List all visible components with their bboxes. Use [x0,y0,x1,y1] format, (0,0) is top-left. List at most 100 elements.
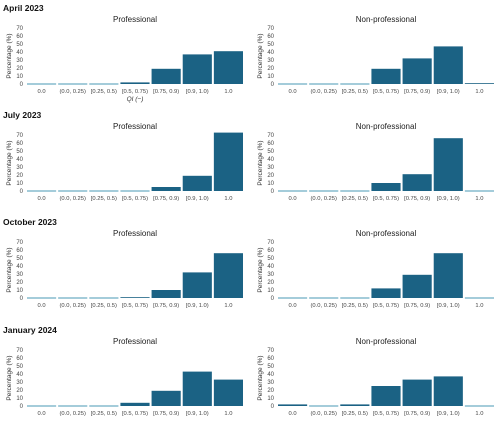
x-tick-label: 1.0 [224,303,232,309]
y-tick-label: 20 [16,388,23,394]
bar [120,297,150,298]
x-tick-label: (0.0, 0.25) [59,303,85,309]
y-tick-label: 50 [267,149,274,155]
x-tick-label: 0.0 [289,411,297,417]
y-tick-label: 70 [16,240,23,246]
bar-zero [340,83,370,85]
x-tick-label: [0.9, 1.0) [186,196,209,202]
x-tick-label: [0.5, 0.75) [122,303,148,309]
x-tick-label: [0.25, 0.5) [91,303,117,309]
panel-title: Non-professional [356,337,417,346]
bar [371,288,401,298]
y-tick-label: 60 [16,248,23,254]
x-tick-label: [0.5, 0.75) [373,411,399,417]
bar [151,68,181,84]
x-tick-label: (0.0, 0.25) [310,411,336,417]
panel-title: Non-professional [356,229,417,238]
y-tick-label: 60 [267,141,274,147]
x-tick-label: [0.25, 0.5) [91,89,117,95]
y-axis-label: Percentage (%) [6,355,13,400]
y-axis-label: Percentage (%) [6,140,13,185]
bar [213,51,243,84]
bar-zero [27,405,57,407]
y-tick-label: 40 [267,157,274,163]
y-tick-label: 70 [16,133,23,139]
bar-zero [89,297,119,299]
y-tick-label: 10 [267,74,274,80]
x-tick-label: (0.0, 0.25) [310,303,336,309]
bar [371,68,401,84]
bar [278,404,308,406]
y-tick-label: 30 [16,380,23,386]
bar-zero [58,297,88,299]
x-tick-label: [0.75, 0.9) [404,89,430,95]
y-tick-label: 40 [16,50,23,56]
bar [433,376,463,406]
bar-zero [309,83,339,85]
y-tick-label: 60 [16,356,23,362]
x-tick-label: [0.9, 1.0) [186,89,209,95]
bar-zero [89,83,119,85]
y-tick-label: 20 [267,66,274,72]
bar [213,132,243,191]
y-tick-label: 40 [267,264,274,270]
x-tick-label: [0.5, 0.75) [122,196,148,202]
y-tick-label: 60 [267,34,274,40]
period-title: October 2023 [3,217,57,227]
x-tick-label: [0.9, 1.0) [437,89,460,95]
y-tick-label: 70 [267,133,274,139]
period-title: July 2023 [3,110,42,120]
y-tick-label: 50 [16,256,23,262]
y-tick-label: 10 [16,396,23,402]
y-axis-label: Percentage (%) [257,33,264,78]
bar-zero [27,83,57,85]
panel-title: Non-professional [356,122,417,131]
bar [340,404,370,406]
x-tick-label: [0.25, 0.5) [91,411,117,417]
x-tick-label: (0.0, 0.25) [310,196,336,202]
y-tick-label: 40 [267,50,274,56]
bar [433,253,463,298]
bar [120,82,150,84]
x-tick-label: 1.0 [475,89,483,95]
bar [371,386,401,406]
x-tick-label: [0.5, 0.75) [373,89,399,95]
y-tick-label: 0 [271,404,275,410]
bar-zero [89,190,119,192]
bar-zero [278,83,308,85]
x-tick-label: [0.25, 0.5) [342,196,368,202]
bar-zero [309,190,339,192]
y-axis-label: Percentage (%) [257,355,264,400]
x-tick-label: [0.75, 0.9) [404,411,430,417]
x-tick-label: 0.0 [289,89,297,95]
y-tick-label: 30 [267,58,274,64]
x-tick-label: [0.25, 0.5) [91,196,117,202]
y-tick-label: 70 [267,26,274,32]
y-tick-label: 40 [16,157,23,163]
x-tick-label: (0.0, 0.25) [310,89,336,95]
x-tick-label: [0.9, 1.0) [437,411,460,417]
y-axis-label: Percentage (%) [6,247,13,292]
y-tick-label: 0 [271,82,275,88]
x-tick-label: [0.9, 1.0) [437,303,460,309]
bar-zero [27,190,57,192]
y-tick-label: 70 [267,348,274,354]
x-tick-label: 0.0 [38,411,46,417]
panel-title: Professional [113,15,157,24]
bar [120,402,150,406]
bar-zero [278,297,308,299]
bar-zero [309,405,339,407]
panel-title: Professional [113,122,157,131]
y-tick-label: 30 [267,272,274,278]
bar [182,54,212,84]
y-tick-label: 10 [16,181,23,187]
x-tick-label: (0.0, 0.25) [59,89,85,95]
y-tick-label: 40 [16,372,23,378]
x-tick-label: [0.9, 1.0) [186,411,209,417]
y-tick-label: 30 [267,165,274,171]
y-axis-label: Percentage (%) [6,33,13,78]
y-axis-label: Percentage (%) [257,140,264,185]
bar [151,390,181,406]
